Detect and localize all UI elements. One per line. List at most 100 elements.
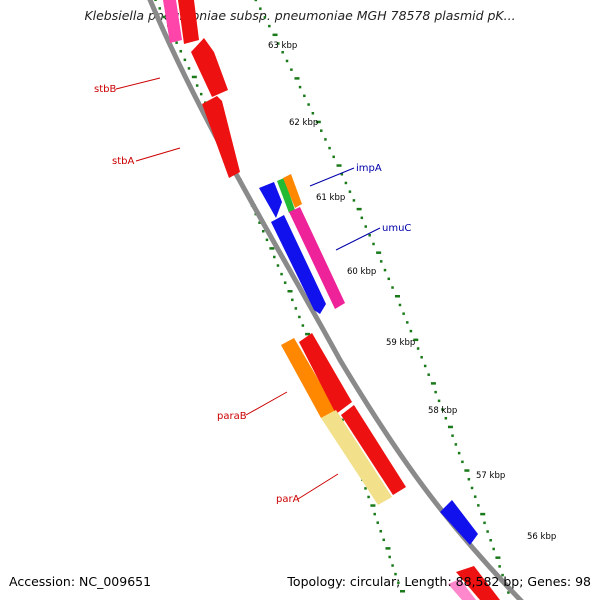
outer-ring-dot — [315, 120, 321, 124]
outer-ring-dot — [454, 443, 458, 446]
inner-ring-dot — [183, 58, 187, 62]
outer-ring-dot — [434, 390, 437, 394]
inner-ring-dot — [400, 590, 405, 593]
tick-label: 57 kbp — [476, 471, 505, 481]
outer-ring-dot — [423, 364, 427, 368]
outer-ring-dot — [427, 373, 430, 376]
inner-ring-dot — [283, 281, 287, 284]
gene-leader-line — [309, 167, 355, 187]
outer-ring-dot — [483, 521, 486, 525]
inner-ring-dot — [158, 7, 162, 10]
outer-ring-dot — [276, 42, 280, 45]
outer-ring-dot — [464, 469, 470, 472]
tick-label: 58 kbp — [428, 406, 457, 416]
tick-label: 56 kbp — [527, 532, 556, 542]
gene-label-stbA: stbA — [112, 156, 134, 167]
outer-ring-dot — [480, 512, 486, 516]
inner-ring-dot — [276, 264, 280, 267]
outer-ring-dot — [294, 77, 300, 80]
gene-umuC — [289, 207, 345, 309]
reverse-strand-genes — [163, 0, 406, 505]
gene-blue-56 — [440, 500, 478, 545]
gene-stbA — [202, 96, 240, 178]
outer-ring-dot — [507, 591, 510, 594]
gene-yellow-parA — [321, 410, 392, 505]
inner-ring-dot — [273, 255, 276, 259]
outer-ring-dot — [387, 277, 391, 281]
outer-ring-dot — [303, 94, 306, 98]
gene-red-bottom — [456, 566, 500, 600]
outer-ring-dot — [409, 329, 413, 333]
inner-ring-dot — [191, 75, 197, 79]
outer-ring-dot — [430, 382, 436, 385]
gene-green — [277, 178, 295, 213]
tick-label: 63 kbp — [268, 41, 297, 51]
outer-ring-dot — [444, 417, 448, 420]
gene-red-lower — [341, 405, 406, 495]
inner-ring-dot — [305, 332, 311, 336]
outer-ring-dot — [402, 312, 405, 315]
inner-ring-dot — [179, 50, 182, 53]
inner-ring-dot — [265, 238, 269, 242]
inner-ring-dot — [373, 512, 376, 516]
inner-ring-dot — [388, 555, 391, 559]
inner-ring-dot — [397, 581, 400, 584]
outer-ring-dot — [364, 225, 368, 228]
outer-ring-dot — [344, 181, 348, 185]
outer-ring-dot — [320, 129, 323, 132]
tick-label: 62 kbp — [289, 118, 318, 128]
inner-ring-dot — [154, 0, 157, 2]
gene-blue-long — [271, 215, 326, 314]
outer-ring-dot — [486, 530, 489, 533]
outer-ring-dot — [391, 286, 394, 289]
inner-ring-dot — [291, 298, 294, 302]
inner-ring-dot — [382, 538, 385, 542]
outer-ring-dot — [307, 103, 310, 106]
outer-ring-dot — [395, 295, 400, 298]
outer-ring-dot — [376, 251, 382, 254]
outer-ring-dot — [340, 173, 344, 176]
outer-ring-dot — [336, 164, 342, 167]
tick-label: 59 kbp — [386, 338, 415, 348]
gene-orange-paraB — [281, 338, 336, 418]
outer-ring-dot — [281, 51, 284, 54]
outer-ring-dot — [492, 547, 495, 551]
outer-ring-dot — [501, 573, 504, 577]
outer-ring-dot — [268, 24, 271, 28]
outer-ring-dot — [379, 260, 383, 263]
inner-ring-dot — [364, 487, 367, 490]
inner-ring-dot — [367, 495, 370, 499]
gene-leader-line — [245, 391, 288, 416]
outer-ring-dot — [324, 138, 327, 141]
inner-ring-dot — [385, 547, 391, 550]
outer-ring-dot — [467, 478, 471, 481]
outer-ring-dot — [406, 321, 409, 324]
outer-ring-dot — [328, 146, 331, 150]
inner-ring-dot — [195, 84, 199, 87]
tick-label: 61 kbp — [316, 193, 345, 203]
outer-ring-dot — [457, 451, 461, 455]
outer-ring-dot — [372, 242, 375, 246]
outer-ring-dot — [298, 85, 302, 89]
topology-text: Topology: circular; Length: 88,582 bp; G… — [287, 574, 591, 589]
outer-ring-dot — [383, 268, 387, 272]
inner-ring-dot — [301, 324, 305, 327]
gene-label-paraB: paraB — [217, 411, 247, 422]
outer-ring-dot — [498, 565, 501, 568]
outer-ring-dot — [489, 539, 492, 542]
inner-ring-dot — [187, 67, 191, 70]
outer-ring-dot — [368, 234, 371, 237]
outer-ring-dot — [348, 190, 352, 193]
inner-ring-dot — [280, 272, 283, 276]
gene-pink-bottom — [448, 579, 476, 600]
inner-ring-dot — [376, 521, 379, 524]
outer-ring-dot — [413, 338, 419, 342]
gene-red-top — [178, 0, 199, 44]
inner-ring-dot — [162, 15, 166, 19]
inner-ring-dot — [262, 230, 265, 233]
gene-pink-top — [163, 0, 182, 43]
backbone-arc — [147, 0, 524, 600]
forward-strand-genes — [259, 174, 500, 600]
inner-ring-dot — [379, 530, 382, 533]
inner-ring-dot — [294, 307, 298, 310]
